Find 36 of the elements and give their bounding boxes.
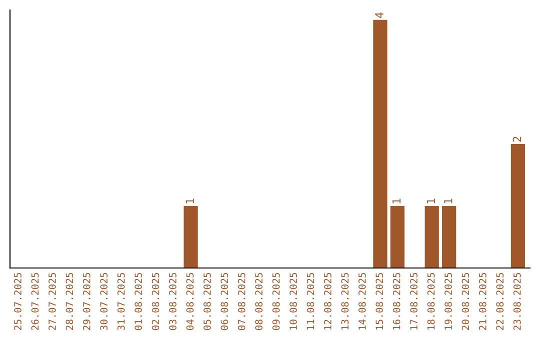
x-tick-label: 21.08.2025: [479, 272, 486, 330]
x-tick-label: 06.08.2025: [220, 272, 228, 330]
data-label: 1: [186, 198, 194, 204]
x-tick-label: 04.08.2025: [186, 272, 194, 330]
x-tick-label: 26.07.2025: [31, 272, 39, 330]
x-tick-label: 15.08.2025: [376, 272, 384, 330]
x-tick-label: 14.08.2025: [358, 272, 366, 330]
data-label: 1: [426, 198, 435, 204]
x-tick-label: 19.08.2025: [444, 272, 452, 330]
x-tick-label: 29.07.2025: [82, 272, 90, 330]
x-tick-label: 10.08.2025: [290, 272, 297, 330]
data-label: 1: [444, 198, 452, 204]
x-tick-label: 16.08.2025: [392, 272, 400, 330]
x-tick-label: 25.07.2025: [14, 272, 22, 330]
x-tick-label: 11.08.2025: [306, 272, 314, 330]
x-tick-label: 03.08.2025: [169, 272, 176, 330]
x-tick-label: 17.08.2025: [410, 272, 418, 330]
x-tick-label: 02.08.2025: [152, 272, 160, 330]
x-tick-label: 07.08.2025: [238, 272, 246, 330]
data-label: 2: [512, 136, 522, 142]
x-tick-label: 22.08.2025: [496, 272, 504, 330]
x-tick-label: 13.08.2025: [341, 272, 349, 330]
x-tick-label: 28.07.2025: [66, 272, 74, 330]
x-tick-label: 30.07.2025: [100, 272, 108, 330]
data-label: 4: [375, 12, 384, 18]
x-tick-label: 31.07.2025: [117, 272, 125, 330]
data-label: 1: [392, 198, 401, 204]
x-tick-label: 08.08.2025: [255, 272, 263, 330]
x-tick-label: 20.08.2025: [462, 272, 470, 330]
x-tick-label: 23.08.2025: [513, 272, 521, 330]
x-tick-label: 09.08.2025: [272, 272, 280, 330]
x-tick-label: 27.07.2025: [48, 272, 56, 330]
x-tick-label: 18.08.2025: [427, 272, 435, 330]
x-tick-label: 05.08.2025: [204, 272, 211, 330]
x-tick-label: 01.08.2025: [134, 272, 142, 330]
x-tick-label: 12.08.2025: [324, 272, 332, 330]
